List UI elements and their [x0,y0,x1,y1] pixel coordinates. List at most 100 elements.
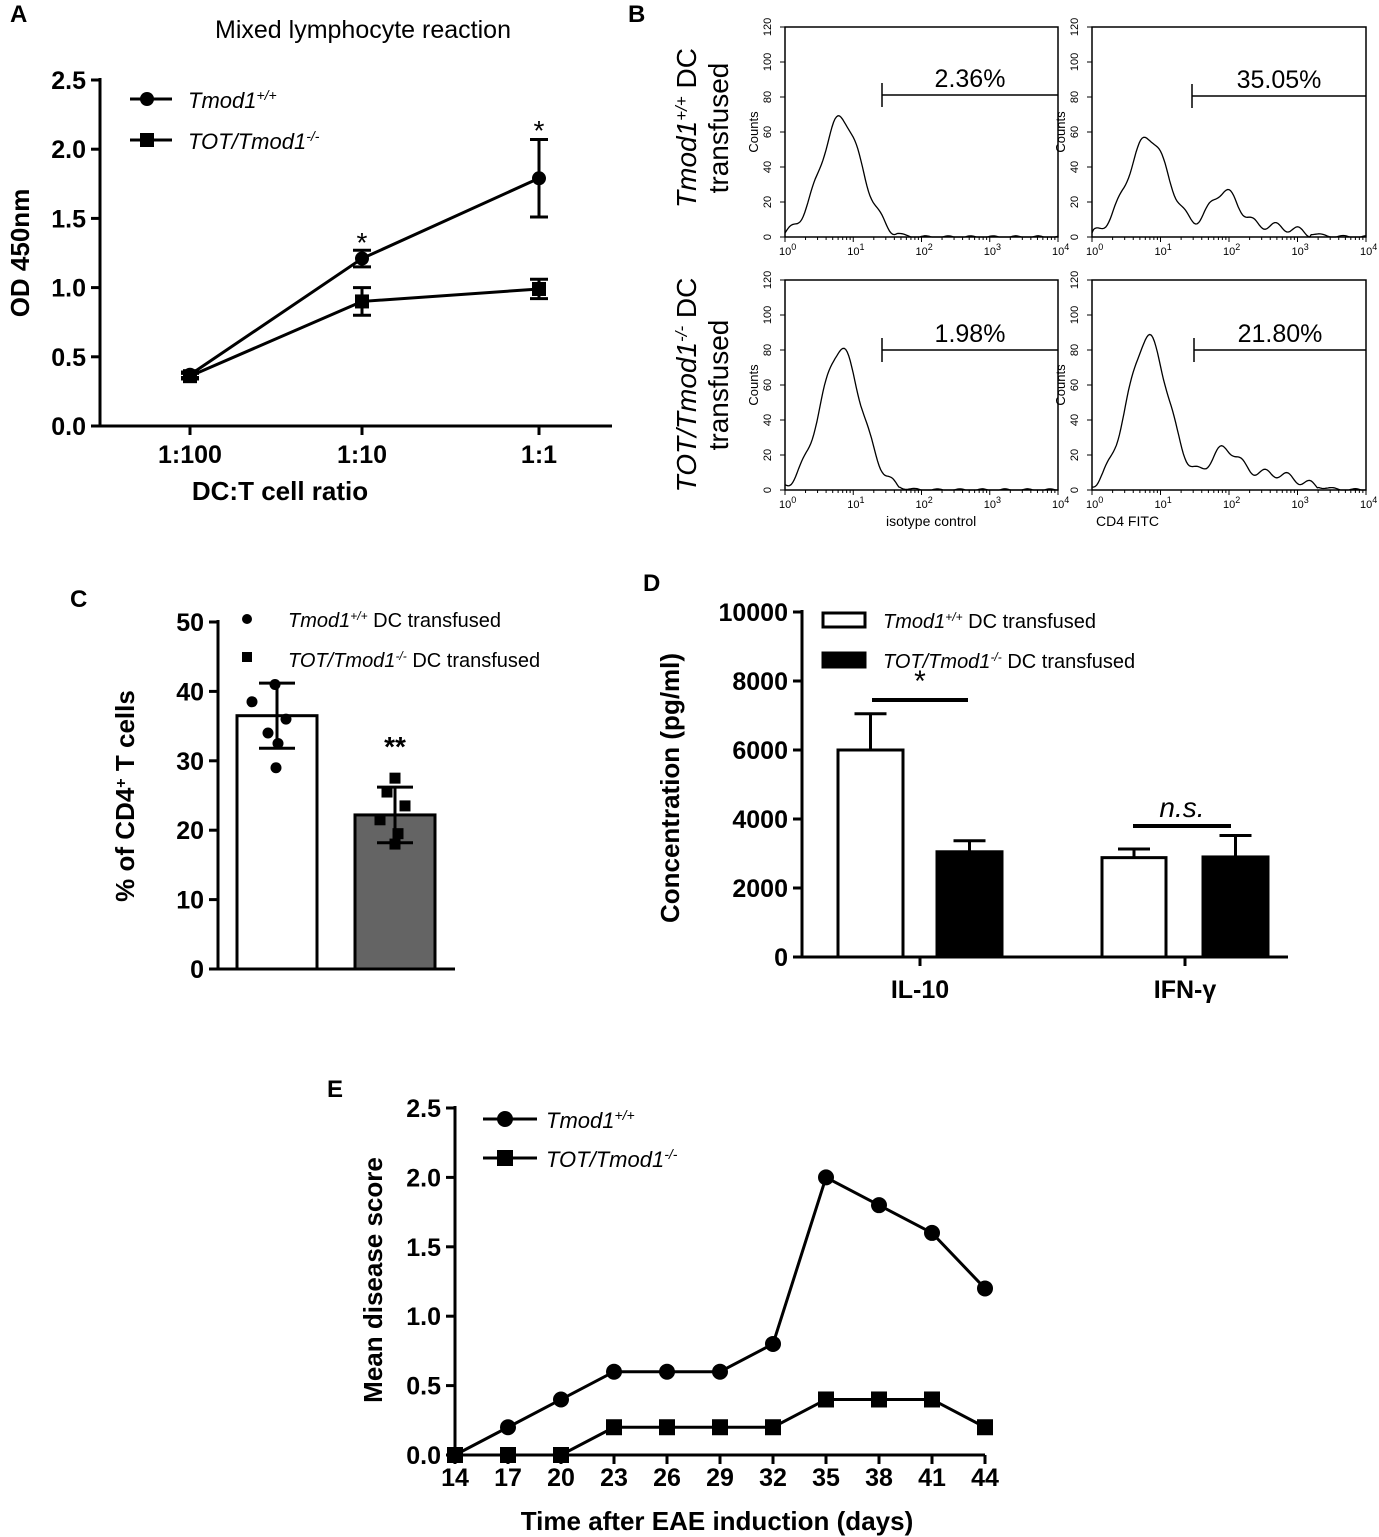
y-tick-label: 10 [176,887,204,915]
x-tick-label: 1:10 [337,441,387,469]
y-tick-label: 100 [762,53,774,71]
plot-frame [784,279,1059,491]
y-tick-label: 100 [1069,53,1081,71]
plot-frame [784,26,1059,238]
y-tick-label: 40 [762,414,774,426]
data-point-circle [532,171,546,186]
y-axis-label: Counts [1053,364,1068,406]
x-tick-base: 10 [1155,246,1167,258]
significance-star: ** [384,731,406,762]
replicate-point-square [381,786,393,798]
x-tick-label: 1:100 [158,441,222,469]
x-tick-label: 38 [865,1464,893,1492]
row-label-genotype: TOT/Tmod1-/- DC [671,278,702,493]
label-main: TOT/Tmod1 [188,129,306,154]
x-tick-exponent: 0 [791,242,796,252]
replicate-point-circle [272,737,284,749]
legend-entry: TOT/Tmod1-/- [546,1146,678,1172]
x-tick-exponent: 2 [1235,242,1240,252]
x-tick-label: 23 [600,1464,628,1492]
label-main: TOT/Tmod1 [288,650,395,672]
replicate-point-circle [270,762,282,774]
significance-star: * [357,227,368,258]
data-point-square [765,1419,781,1436]
bar-tot-tmod1-ko [353,772,437,971]
x-tick-base: 10 [984,499,996,511]
data-point-square [183,369,197,384]
y-tick-label: 60 [762,379,774,391]
x-tick-label: 103 [984,242,1001,258]
gate-percentage: 21.80% [1238,320,1323,348]
x-tick-base: 10 [916,499,928,511]
y-tick-label: 0 [774,944,788,972]
x-tick-label: 35 [812,1464,840,1492]
y-tick-label: 40 [1069,414,1081,426]
x-tick-label: 17 [494,1464,522,1492]
series-line [189,176,540,377]
x-tick-base: 10 [847,246,859,258]
legend-entry: TOT/Tmod1-/- [188,128,320,154]
y-tick-label: 20 [176,817,204,845]
x-tick-exponent: 2 [928,495,933,505]
label-superscript: +/+ [256,87,276,103]
replicate-point-circle [246,696,258,708]
bar [235,714,319,971]
y-tick-label: 0.0 [51,413,86,441]
label-tail: DC transfused [368,610,501,632]
legend-swatch [821,611,867,629]
label-main: Tmod1 [883,611,945,633]
y-tick-label: 4000 [732,806,788,834]
panel-d: D 0 2000 4000 6000 8000 10000 Concentration (pg… [643,570,1288,1004]
label-superscript: -/- [395,649,406,663]
data-point-circle [924,1224,940,1241]
y-tick-label: 120 [1069,18,1081,36]
gate-percentage: 1.98% [935,320,1006,348]
panel-e: E 0.0 0.5 1.0 1.5 2.0 2.5 14 17 20 23 26 29 32 35 38 41 4… [327,1076,999,1536]
x-tick-exponent: 2 [1235,495,1240,505]
data-point-circle [500,1419,516,1436]
x-axis-label: Time after EAE induction (days) [521,1506,913,1536]
legend-entry: Tmod1+/+ DC transfused [288,609,501,632]
y-tick-label: 1.0 [406,1303,441,1331]
y-tick-label: 20 [1069,449,1081,461]
y-tick-label: 0 [1069,234,1081,240]
y-tick-label: 1.5 [51,205,86,233]
data-point-square [712,1419,728,1436]
x-tick-base: 10 [984,246,996,258]
legend-entry: TOT/Tmod1-/- DC transfused [288,649,540,672]
x-tick-label: 14 [441,1464,469,1492]
y-axis-label-main: % of CD4 [110,787,140,902]
row-label-superscript: -/- [672,326,691,342]
label-main: TOT/Tmod1 [546,1147,664,1172]
label-tail: DC transfused [1002,651,1135,673]
panel-a: A Mixed lymphocyte reaction 0.0 0.5 1.0 1.5 2.… [5,1,612,506]
y-tick-label: 60 [1069,379,1081,391]
y-tick-label: 0.5 [406,1373,441,1401]
data-point-circle [818,1169,834,1186]
series-tmod1-wt [447,1169,993,1463]
legend-entry: Tmod1+/+ [546,1107,635,1133]
legend-marker-circle [242,614,252,624]
data-point-square [977,1419,993,1436]
y-tick-label: 0 [190,956,204,984]
y-tick-label: 0.0 [406,1442,441,1470]
x-tick-label: 104 [1360,495,1377,511]
series-tot-tmod1-ko [181,277,548,384]
y-axis-label: Mean disease score [358,1157,388,1403]
series-tmod1-wt [181,138,548,382]
x-tick-base: 10 [916,246,928,258]
x-tick-base: 10 [1360,246,1372,258]
legend-entry: Tmod1+/+ DC transfused [883,610,1096,633]
y-tick-label: 1.5 [406,1234,441,1262]
histogram-curve [1091,136,1367,238]
x-tick-label: 29 [706,1464,734,1492]
label-superscript: +/+ [350,609,367,623]
y-tick-label: 80 [1069,344,1081,356]
x-tick-label: 104 [1360,242,1377,258]
y-tick-label: 0 [1069,487,1081,493]
x-tick-label: 101 [1155,495,1172,511]
bar [836,748,905,959]
